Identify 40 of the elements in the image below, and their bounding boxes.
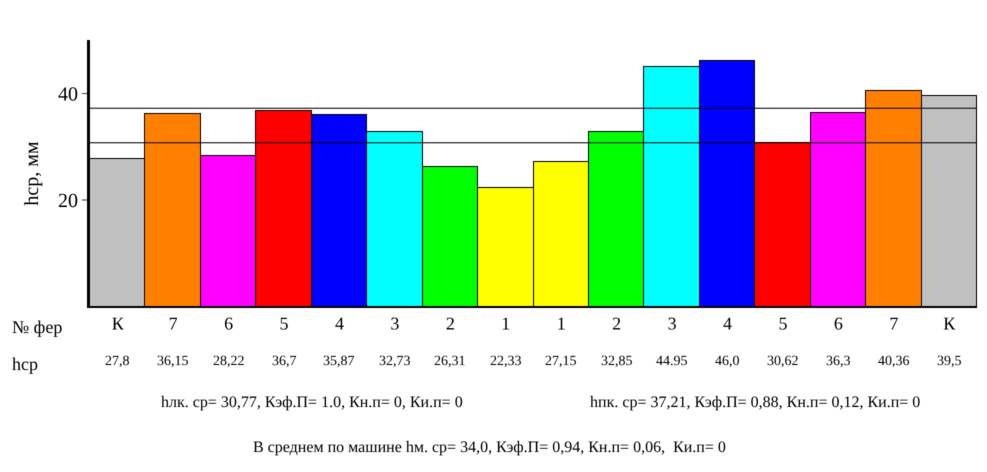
x-tick-label: К bbox=[112, 314, 125, 334]
y-tick-label: 20 bbox=[58, 190, 78, 212]
x-tick-label: 7 bbox=[889, 314, 898, 334]
text: № фер bbox=[12, 317, 62, 337]
data-label: 36,7 bbox=[272, 354, 296, 369]
y-tick-label: 40 bbox=[58, 83, 78, 106]
data-label: 32,85 bbox=[601, 354, 632, 369]
x-tick-label: 5 bbox=[280, 314, 289, 334]
text: hcp bbox=[12, 354, 38, 374]
data-label: 46,0 bbox=[715, 354, 740, 369]
x-tick-label: 4 bbox=[334, 314, 344, 334]
data-label: 27,15 bbox=[545, 354, 576, 369]
x-tick-label: 2 bbox=[612, 314, 622, 334]
x-tick-label: 3 bbox=[390, 314, 400, 334]
x-tick-label: 6 bbox=[834, 314, 843, 334]
y-axis-title: hcp, мм bbox=[21, 141, 43, 206]
x-tick-label: 2 bbox=[446, 314, 455, 334]
data-label: 36,3 bbox=[826, 354, 850, 369]
data-label: 36,15 bbox=[157, 354, 188, 369]
data-label: 40,36 bbox=[878, 354, 910, 369]
data-label: 27,8 bbox=[105, 354, 130, 369]
data-label: 22,33 bbox=[490, 354, 522, 369]
x-tick-label: 4 bbox=[723, 314, 732, 334]
x-tick-label: 6 bbox=[224, 314, 234, 334]
data-label: 39,5 bbox=[937, 354, 962, 369]
x-tick-label: К bbox=[943, 314, 956, 334]
data-label: 30,62 bbox=[767, 354, 798, 369]
text: hпк. ср= 37,21, Кэф.П= 0,88, Кн.п= 0,12, Ки.п= 0 bbox=[590, 394, 920, 411]
data-label: 35,87 bbox=[323, 354, 354, 369]
data-label: 26,31 bbox=[434, 354, 466, 369]
data-label: 28,22 bbox=[213, 354, 244, 369]
x-tick-label: 5 bbox=[778, 314, 788, 334]
x-tick-label: 3 bbox=[668, 314, 677, 334]
x-tick-label: 1 bbox=[501, 314, 510, 334]
data-label: 32,73 bbox=[379, 354, 410, 369]
text: В среднем по машине hм. ср= 34,0, Кэф.П= 0,94, Кн.п= 0,06, Ки.п= 0 bbox=[253, 439, 726, 456]
x-tick-label: 7 bbox=[168, 314, 178, 334]
text: hлк. ср= 30,77, Кэф.П= 1.0, Кн.п= 0, Ки.п= 0 bbox=[161, 394, 463, 411]
data-label: 44.95 bbox=[656, 354, 688, 369]
x-tick-label: 1 bbox=[556, 314, 566, 334]
